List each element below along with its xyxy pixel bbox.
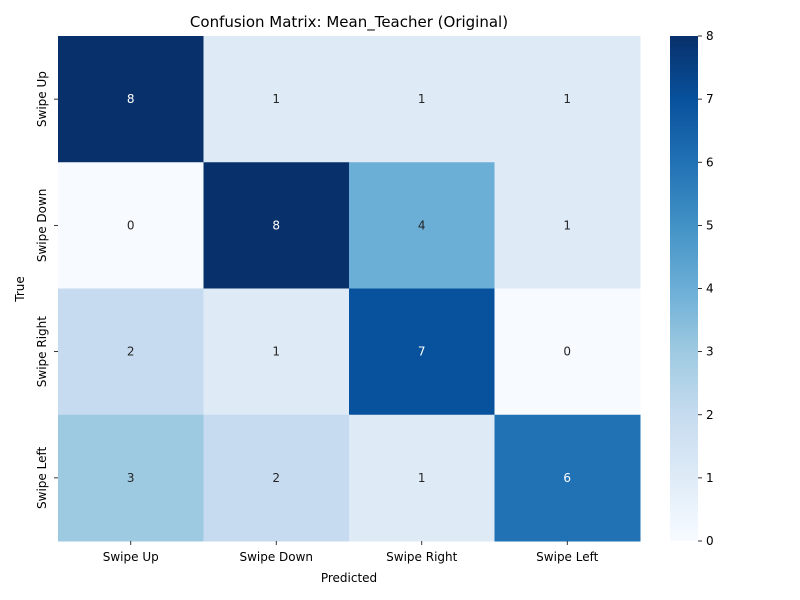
cell-value-label: 2 (272, 471, 280, 485)
cell-value-label: 0 (127, 218, 135, 232)
heatmap-cell (203, 36, 350, 163)
colorbar-tick-label: 7 (706, 92, 714, 106)
colorbar-tick-label: 6 (706, 155, 714, 169)
colorbar-tick-label: 8 (706, 29, 714, 43)
cell-value-label: 8 (127, 92, 135, 106)
colorbar-tick-label: 2 (706, 408, 714, 422)
colorbar-tick-label: 0 (706, 534, 714, 548)
heatmap-cell (58, 162, 204, 289)
heatmap-cell (494, 288, 641, 416)
colorbar-ticks: 0 1 2 3 4 5 6 7 8 (698, 29, 714, 548)
cell-value-label: 1 (418, 471, 426, 485)
y-axis-label: True (13, 276, 27, 303)
x-tick-label: Swipe Down (239, 550, 313, 564)
heatmap-cell (203, 414, 350, 542)
x-axis-label: Predicted (321, 571, 377, 585)
colorbar-tick-label: 1 (706, 471, 714, 485)
x-tick-label: Swipe Left (536, 550, 598, 564)
y-tick-label: Swipe Down (35, 189, 49, 263)
colorbar-tick-label: 5 (706, 218, 714, 232)
x-axis-ticks: Swipe Up Swipe Down Swipe Right Swipe Left (103, 541, 599, 564)
cell-value-label: 1 (418, 92, 426, 106)
cell-value-label: 6 (563, 471, 571, 485)
x-tick-label: Swipe Right (386, 550, 457, 564)
y-tick-label: Swipe Left (35, 447, 49, 509)
heatmap-cell (494, 414, 641, 542)
heatmap-cell (349, 162, 495, 289)
colorbar-gradient (670, 36, 698, 541)
cell-value-label: 3 (127, 471, 135, 485)
heatmap-cell (58, 414, 204, 542)
cell-value-label: 0 (563, 345, 571, 359)
heatmap-cell (349, 288, 495, 416)
colorbar: 0 1 2 3 4 5 6 7 8 (670, 29, 714, 548)
cell-value-label: 1 (563, 92, 571, 106)
cell-value-label: 7 (418, 345, 426, 359)
x-tick-label: Swipe Up (103, 550, 159, 564)
colorbar-tick-label: 3 (706, 345, 714, 359)
cell-value-label: 1 (563, 218, 571, 232)
heatmap-cell (58, 288, 204, 416)
heatmap-cell (58, 36, 204, 163)
cell-value-label: 8 (272, 218, 280, 232)
heatmap-cell (494, 162, 641, 289)
y-axis-ticks: Swipe Up Swipe Down Swipe Right Swipe Left (35, 71, 58, 509)
colorbar-tick-label: 4 (706, 282, 714, 296)
y-tick-label: Swipe Right (35, 316, 49, 387)
heatmap-cell (349, 414, 495, 542)
cell-value-label: 1 (272, 92, 280, 106)
heatmap-cells: 8 1 1 1 0 8 4 1 2 1 7 0 3 2 1 6 (58, 36, 641, 542)
chart-title: Confusion Matrix: Mean_Teacher (Original… (190, 13, 508, 32)
cell-value-label: 1 (272, 345, 280, 359)
cell-value-label: 2 (127, 345, 135, 359)
cell-value-label: 4 (418, 218, 426, 232)
heatmap-cell (494, 36, 641, 163)
heatmap-cell (349, 36, 495, 163)
heatmap-cell (203, 288, 350, 416)
y-tick-label: Swipe Up (35, 71, 49, 127)
heatmap-cell (203, 162, 350, 289)
